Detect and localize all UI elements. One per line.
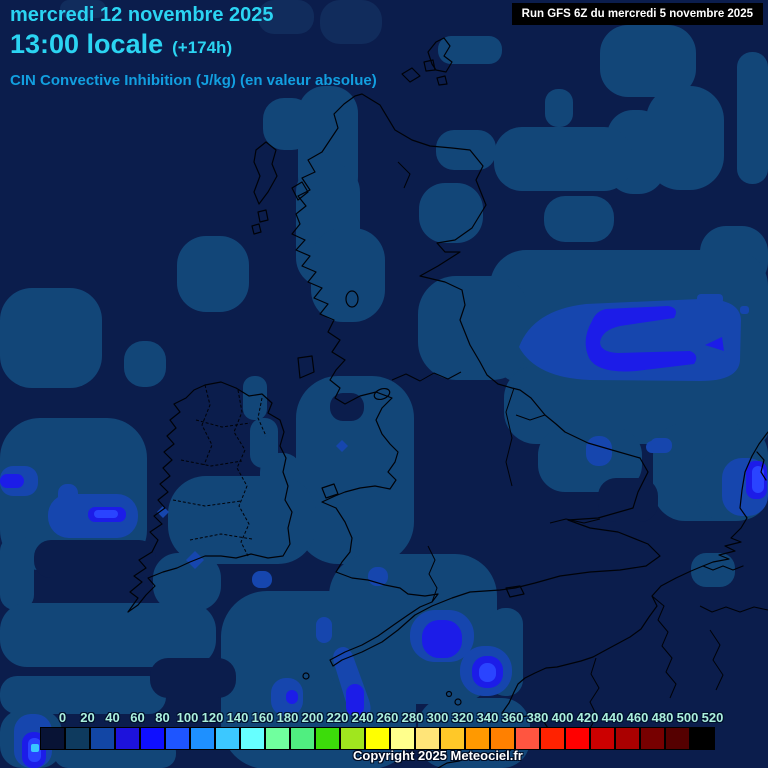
border-river-layer [172, 161, 768, 731]
valid-time: 13:00 locale [10, 29, 164, 59]
cin-shade-layer-140 [28, 466, 764, 762]
run-info-box: Run GFS 6Z du mercredi 5 novembre 2025 [511, 3, 763, 25]
valid-date: mercredi 12 novembre 2025 [10, 4, 274, 26]
cin-shade-dot [31, 744, 39, 752]
parameter-title: CIN Convective Inhibition (J/kg) (en val… [10, 72, 377, 89]
cin-shade-holes [34, 393, 658, 698]
coastline-ireland [127, 381, 293, 613]
header: mercredi 12 novembre 2025 13:00 locale (… [10, 4, 377, 89]
copyright-text: Copyright 2025 Meteociel.fr [353, 748, 523, 763]
cin-shade-layer-100 [0, 306, 767, 768]
forecast-offset: (+174h) [172, 38, 233, 57]
ireland-county-borders [172, 384, 267, 557]
valid-time-row: 13:00 locale (+174h) [10, 29, 377, 60]
